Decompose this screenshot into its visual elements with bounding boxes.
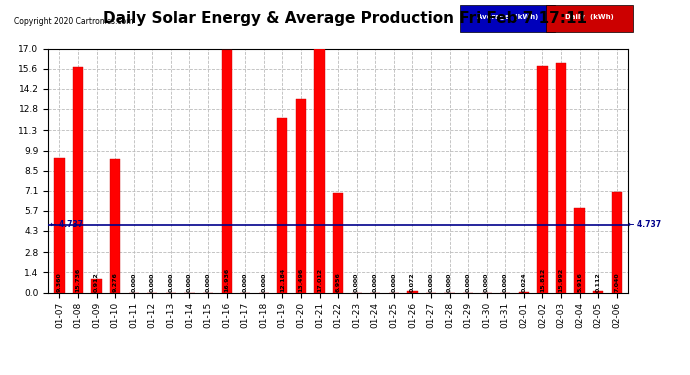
Text: 12.184: 12.184 bbox=[280, 267, 285, 292]
Bar bbox=[277, 118, 288, 292]
Text: 5.916: 5.916 bbox=[577, 272, 582, 292]
Bar bbox=[575, 208, 584, 292]
Text: 0.000: 0.000 bbox=[373, 272, 377, 292]
Bar bbox=[407, 291, 417, 292]
Text: 15.736: 15.736 bbox=[75, 267, 81, 292]
Text: 0.000: 0.000 bbox=[484, 272, 489, 292]
Text: 16.936: 16.936 bbox=[224, 267, 229, 292]
Text: 15.992: 15.992 bbox=[558, 267, 564, 292]
Bar bbox=[538, 66, 548, 292]
Text: 7.040: 7.040 bbox=[614, 272, 619, 292]
FancyBboxPatch shape bbox=[460, 5, 555, 32]
Text: 6.956: 6.956 bbox=[335, 272, 341, 292]
Text: 0.000: 0.000 bbox=[503, 272, 508, 292]
Text: 15.812: 15.812 bbox=[540, 267, 545, 292]
Text: 0.000: 0.000 bbox=[391, 272, 396, 292]
Text: 0.000: 0.000 bbox=[428, 272, 433, 292]
Text: 0.000: 0.000 bbox=[206, 272, 210, 292]
Text: 13.496: 13.496 bbox=[299, 267, 304, 292]
Text: 0.000: 0.000 bbox=[243, 272, 248, 292]
Text: 0.000: 0.000 bbox=[447, 272, 452, 292]
Text: Average  (kWh): Average (kWh) bbox=[477, 14, 538, 20]
Text: 0.000: 0.000 bbox=[131, 272, 136, 292]
Bar bbox=[593, 291, 603, 292]
Text: ← 4.737: ← 4.737 bbox=[50, 220, 83, 229]
Text: Daily Solar Energy & Average Production Fri Feb 7 17:11: Daily Solar Energy & Average Production … bbox=[103, 11, 587, 26]
Bar bbox=[221, 50, 232, 292]
Text: 9.360: 9.360 bbox=[57, 272, 62, 292]
Text: Copyright 2020 Cartronics.com: Copyright 2020 Cartronics.com bbox=[14, 17, 133, 26]
Bar bbox=[315, 49, 324, 292]
Bar bbox=[556, 63, 566, 292]
Text: ← 4.737: ← 4.737 bbox=[628, 220, 661, 229]
Bar bbox=[73, 67, 83, 292]
Text: 0.000: 0.000 bbox=[187, 272, 192, 292]
Text: Daily  (kWh): Daily (kWh) bbox=[564, 14, 613, 20]
Text: 0.072: 0.072 bbox=[410, 272, 415, 292]
Bar bbox=[333, 193, 343, 292]
Text: 0.000: 0.000 bbox=[262, 272, 266, 292]
Bar bbox=[92, 279, 101, 292]
Text: 0.000: 0.000 bbox=[168, 272, 173, 292]
Bar bbox=[55, 158, 65, 292]
Text: 0.000: 0.000 bbox=[150, 272, 155, 292]
Text: 0.000: 0.000 bbox=[354, 272, 359, 292]
Text: 0.112: 0.112 bbox=[595, 272, 601, 292]
Text: 17.012: 17.012 bbox=[317, 268, 322, 292]
Text: 0.024: 0.024 bbox=[522, 272, 526, 292]
FancyBboxPatch shape bbox=[546, 5, 633, 32]
Text: 9.276: 9.276 bbox=[112, 272, 118, 292]
Bar bbox=[611, 192, 622, 292]
Bar bbox=[296, 99, 306, 292]
Text: 0.912: 0.912 bbox=[94, 272, 99, 292]
Text: 0.000: 0.000 bbox=[466, 272, 471, 292]
Bar bbox=[110, 159, 120, 292]
